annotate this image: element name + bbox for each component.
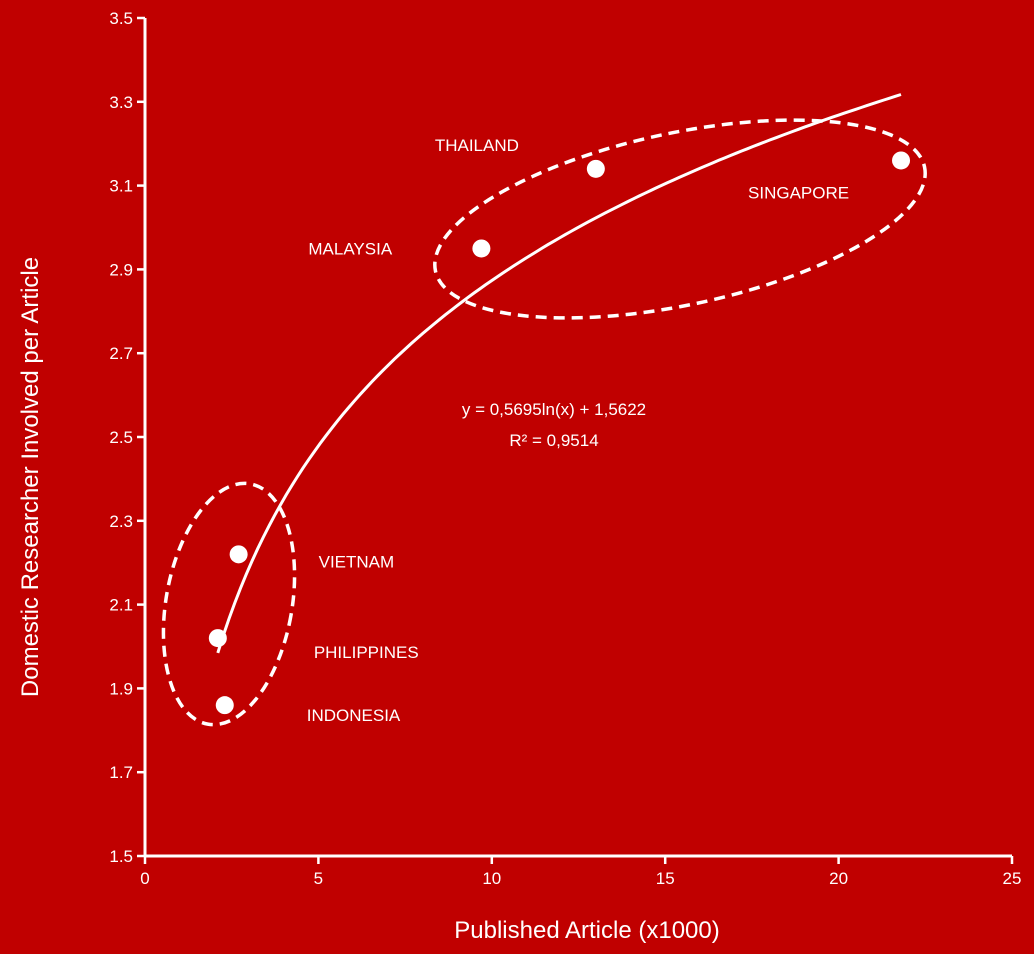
- y-tick-label: 3.5: [109, 9, 133, 28]
- data-point-indonesia: [215, 696, 234, 715]
- point-labels: SINGAPORE THAILAND MALAYSIA VIETNAM PHILIPPI…: [307, 136, 849, 725]
- x-tick-label: 0: [140, 869, 149, 888]
- point-label-vietnam: VIETNAM: [319, 552, 395, 571]
- data-points: [208, 151, 911, 715]
- data-point-singapore: [892, 151, 911, 170]
- y-axis-title: Domestic Researcher Involved per Article: [17, 257, 44, 697]
- cluster-ellipse-low: [161, 481, 297, 727]
- x-tick-label: 10: [482, 869, 501, 888]
- data-point-malaysia: [472, 239, 491, 258]
- y-tick-label: 3.1: [109, 177, 133, 196]
- data-point-philippines: [208, 629, 227, 648]
- y-tick-label: 1.5: [109, 847, 133, 866]
- point-label-indonesia: INDONESIA: [307, 706, 401, 725]
- trendline-r-squared: R² = 0,9514: [509, 431, 598, 450]
- x-tick-label: 15: [656, 869, 675, 888]
- y-tick-label: 2.3: [109, 512, 133, 531]
- y-tick-label: 2.5: [109, 428, 133, 447]
- x-axis-title: Published Article (x1000): [454, 917, 719, 944]
- y-tick-label: 2.7: [109, 344, 133, 363]
- y-tick-label: 2.9: [109, 260, 133, 279]
- y-tick-label: 3.3: [109, 93, 133, 112]
- point-label-malaysia: MALAYSIA: [308, 239, 392, 258]
- x-tick-label: 5: [314, 869, 323, 888]
- point-label-thailand: THAILAND: [435, 136, 519, 155]
- y-tick-label: 2.1: [109, 596, 133, 615]
- x-tick-label: 25: [1003, 869, 1022, 888]
- trendline: [216, 93, 902, 654]
- data-point-thailand: [586, 159, 605, 178]
- y-tick-label: 1.7: [109, 763, 133, 782]
- point-label-singapore: SINGAPORE: [748, 183, 849, 202]
- trendline-equation: y = 0,5695ln(x) + 1,5622: [462, 400, 646, 419]
- point-label-philippines: PHILIPPINES: [314, 643, 419, 662]
- x-tick-labels: 0 5 10 15 20 25: [140, 869, 1021, 888]
- cluster-ellipse-high: [433, 118, 927, 320]
- y-tick-labels: 1.5 1.7 1.9 2.1 2.3 2.5 2.7 2.9 3.1 3.3 3.5: [109, 9, 133, 866]
- y-tick-label: 1.9: [109, 679, 133, 698]
- data-point-vietnam: [229, 545, 248, 564]
- x-tick-label: 20: [829, 869, 848, 888]
